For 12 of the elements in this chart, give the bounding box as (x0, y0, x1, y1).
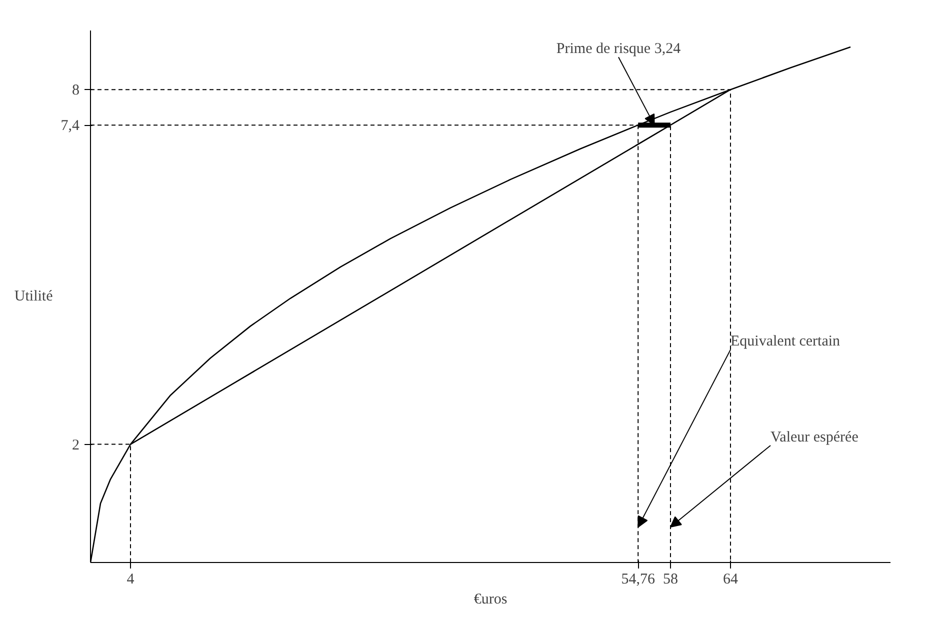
x-tick-label: 64 (723, 572, 738, 588)
y-axis-title: Utilité (14, 288, 54, 304)
y-tick-label: 7,4 (60, 118, 80, 134)
x-tick-label: 4 (126, 572, 135, 588)
annotation: Valeur espérée (770, 429, 859, 446)
y-tick-label: 8 (72, 82, 80, 99)
annotation: Equivalent certain (730, 334, 841, 350)
x-tick-label: 54,76 (621, 572, 656, 588)
y-tick-label: 2 (72, 437, 80, 454)
x-axis-title: €uros (474, 592, 508, 608)
annotation: Prime de risque 3,24 (556, 41, 682, 58)
x-tick-label: 58 (663, 572, 678, 588)
